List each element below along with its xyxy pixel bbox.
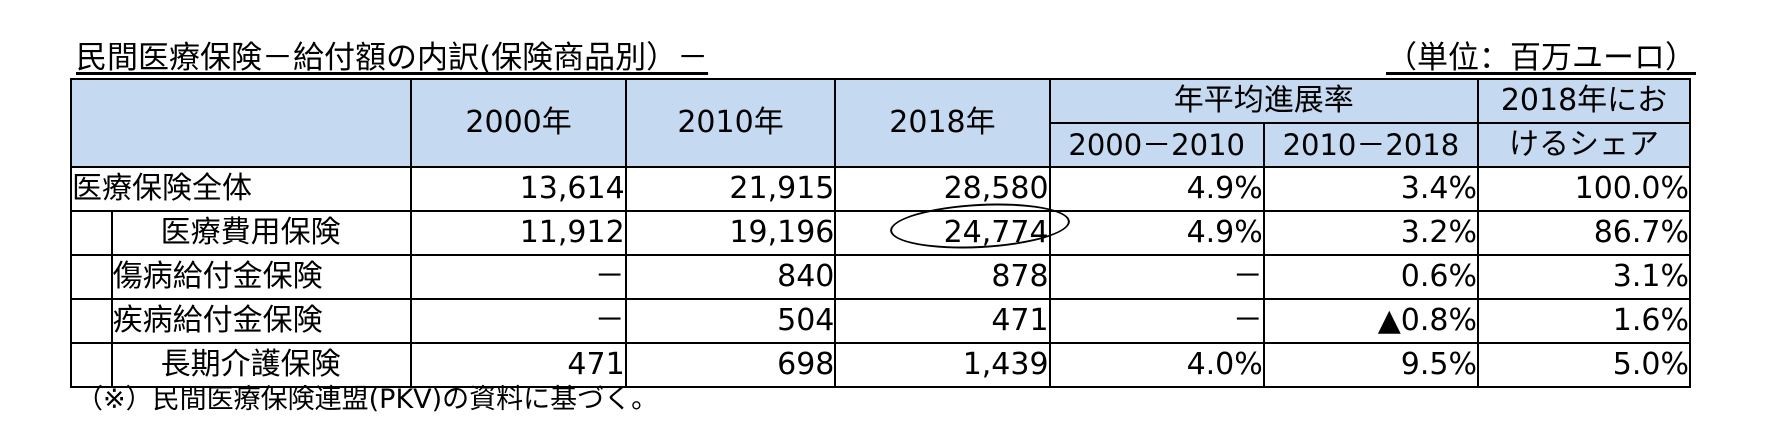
row-label: 疾病給付金保険: [110, 298, 413, 344]
table-title: 民間医療保険－給付額の内訳(保険商品別）－: [76, 40, 709, 76]
cell-2010: 21,915: [624, 166, 837, 212]
cell-2000: 471: [410, 342, 627, 388]
cell-2000: －: [410, 254, 627, 300]
table-row: 医療費用保険 11,912 19,196 24,774 4.9% 3.2% 86…: [70, 210, 1692, 256]
cell-2018: 1,439: [834, 342, 1051, 388]
cell-growth-2: ▲0.8%: [1262, 298, 1479, 344]
cell-growth-2: 3.2%: [1262, 210, 1479, 256]
indent-spacer: [70, 342, 113, 388]
indent-spacer: [70, 210, 113, 256]
cell-2010: 504: [624, 298, 837, 344]
cell-growth-1: 4.9%: [1048, 166, 1265, 212]
row-label: 医療費用保険: [110, 210, 413, 256]
cell-growth-1: 4.0%: [1048, 342, 1265, 388]
cell-share: 3.1%: [1476, 254, 1692, 300]
row-label: 長期介護保険: [110, 342, 413, 388]
cell-growth-2: 3.4%: [1262, 166, 1479, 212]
source-note: （※）民間医療保険連盟(PKV)の資料に基づく。: [76, 384, 659, 415]
indent-spacer: [70, 298, 113, 344]
cell-growth-2: 9.5%: [1262, 342, 1479, 388]
cell-2000: －: [410, 298, 627, 344]
cell-share: 86.7%: [1476, 210, 1692, 256]
table-row: 医療保険全体 13,614 21,915 28,580 4.9% 3.4% 10…: [69, 166, 1692, 212]
header-2000: 2000年: [410, 78, 627, 168]
cell-2000: 11,912: [410, 210, 627, 256]
cell-share: 5.0%: [1476, 342, 1692, 388]
table-row: 傷病給付金保険 － 840 878 － 0.6% 3.1%: [70, 254, 1692, 300]
row-label: 医療保険全体: [69, 166, 413, 212]
cell-growth-1: 4.9%: [1048, 210, 1265, 256]
row-label: 傷病給付金保険: [110, 254, 413, 300]
header-share-line1: 2018年にお: [1476, 78, 1692, 124]
table-row: 長期介護保険 471 698 1,439 4.0% 9.5% 5.0%: [70, 342, 1692, 388]
cell-share: 1.6%: [1476, 298, 1692, 344]
header-2018: 2018年: [834, 78, 1051, 168]
header-row-2: 2000－2010 2010－2018 けるシェア: [71, 122, 1692, 168]
cell-2018: 471: [834, 298, 1051, 344]
header-share-line2: けるシェア: [1476, 122, 1692, 168]
cell-growth-2: 0.6%: [1262, 254, 1479, 300]
cell-2018: 878: [834, 254, 1051, 300]
cell-2018: 28,580: [834, 166, 1051, 212]
unit-label: （単位：百万ユーロ）: [1386, 40, 1696, 76]
header-growth-2000-2010: 2000－2010: [1048, 122, 1265, 168]
title-row: 民間医療保険－給付額の内訳(保険商品別）－ （単位：百万ユーロ）: [76, 36, 1696, 80]
cell-2010: 698: [624, 342, 837, 388]
cell-growth-1: －: [1048, 298, 1265, 344]
cell-2018: 24,774: [834, 210, 1051, 256]
cell-2010: 19,196: [624, 210, 837, 256]
header-growth: 年平均進展率: [1048, 78, 1479, 124]
header-growth-2010-2018: 2010－2018: [1262, 122, 1479, 168]
indent-spacer: [70, 254, 113, 300]
header-2010: 2010年: [624, 78, 837, 168]
cell-growth-1: －: [1048, 254, 1265, 300]
cell-share: 100.0%: [1476, 166, 1692, 212]
benefits-table: 2000年 2010年 2018年 年平均進展率 2018年にお 2000－20…: [69, 78, 1692, 388]
cell-2010: 840: [624, 254, 837, 300]
header-row-1: 2000年 2010年 2018年 年平均進展率 2018年にお: [69, 78, 1692, 168]
header-blank: [69, 78, 413, 168]
cell-2000: 13,614: [410, 166, 627, 212]
table-row: 疾病給付金保険 － 504 471 － ▲0.8% 1.6%: [70, 298, 1692, 344]
